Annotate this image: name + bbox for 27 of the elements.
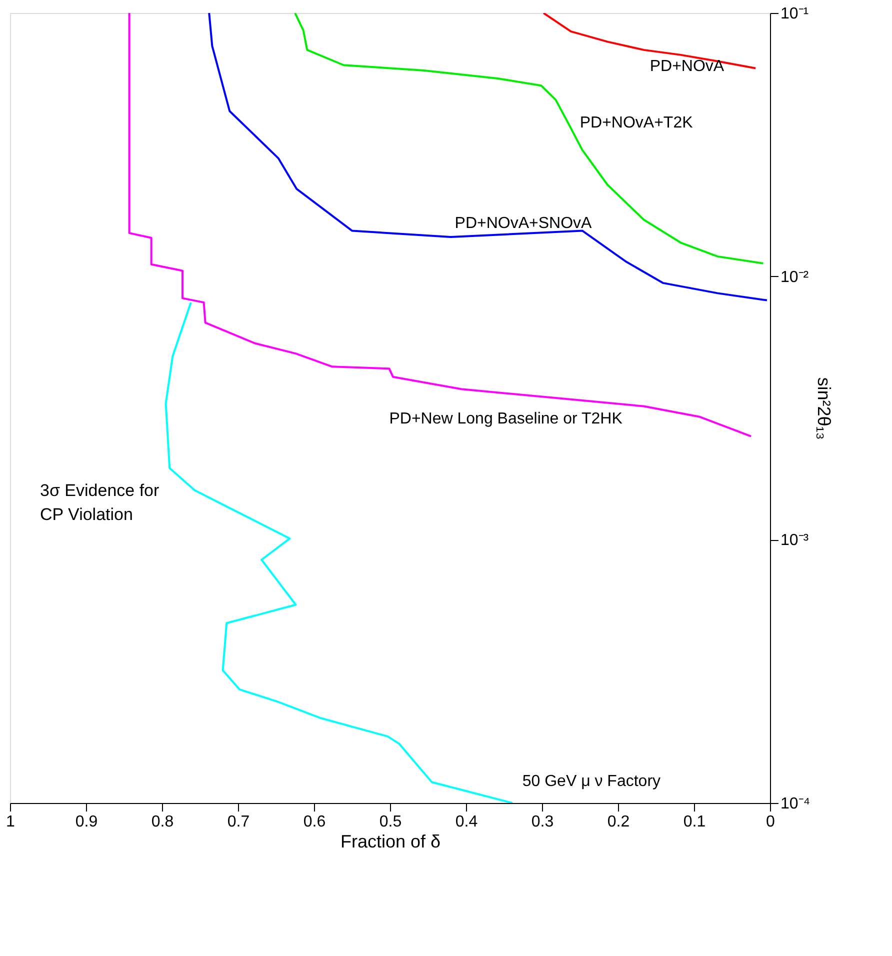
y-tick-label: 10⁻² (780, 268, 810, 286)
series-label: PD+NOvA (650, 58, 724, 75)
y-axis-title: sin²2θ₁₃ (814, 377, 834, 440)
series-label: PD+NOvA+SNOvA (454, 215, 592, 232)
line-series (208, 13, 768, 302)
line-series (128, 13, 752, 438)
x-tick-label: 0.2 (607, 814, 630, 830)
y-tick-label: 10⁻⁴ (780, 796, 810, 812)
x-tick-label: 1 (6, 814, 16, 830)
annotation: 3σ Evidence for CP Violation (40, 481, 160, 524)
line-series (294, 13, 764, 264)
x-tick-label: 0.1 (683, 814, 706, 830)
line-series (542, 13, 757, 70)
x-axis-title: Fraction of δ (340, 832, 441, 852)
x-tick-label: 0.7 (227, 814, 250, 830)
x-tick-label: 0.5 (379, 814, 402, 830)
series-label: PD+New Long Baseline or T2HK (389, 410, 623, 428)
series-label: 50 GeV μ ν Factory (522, 773, 661, 790)
x-tick-label: 0.6 (303, 814, 326, 830)
x-tick-label: 0.8 (151, 814, 174, 830)
x-tick-label: 0 (766, 814, 776, 830)
y-tick-label: 10⁻³ (780, 532, 810, 550)
y-tick-label: 10⁻¹ (780, 6, 809, 22)
x-tick-label: 0.3 (531, 814, 554, 830)
x-tick-label: 0.4 (455, 814, 478, 830)
series-label: PD+NOvA+T2K (580, 114, 694, 132)
x-tick-label: 0.9 (75, 814, 98, 830)
